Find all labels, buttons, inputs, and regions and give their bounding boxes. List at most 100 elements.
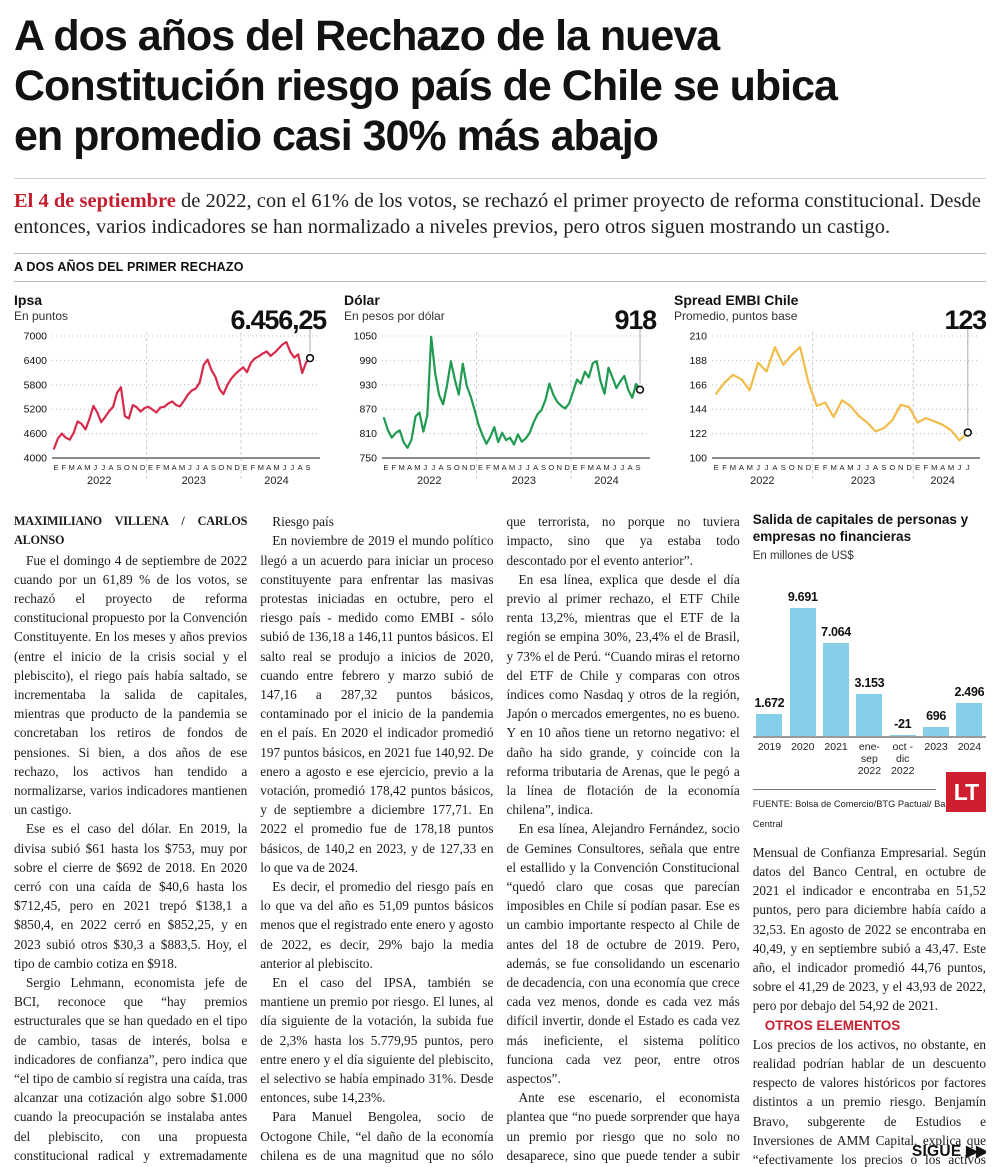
month-tick-label: J <box>431 463 435 472</box>
paragraph: Mensual de Confianza Empresarial. Según … <box>753 843 986 1016</box>
month-tick-label: M <box>399 463 405 472</box>
sigue-marker: SIGUE ▶▶ <box>912 1142 986 1161</box>
y-tick-label: 1050 <box>354 331 378 343</box>
month-tick-label: M <box>730 463 736 472</box>
month-tick-label: D <box>470 463 476 472</box>
standfirst: El 4 de septiembre de 2022, con el 61% d… <box>14 179 986 251</box>
headline-line-3: en promedio casi 30% más abajo <box>14 112 986 162</box>
month-tick-label: A <box>298 463 304 472</box>
month-tick-label: A <box>203 463 209 472</box>
year-label: 2023 <box>512 475 536 487</box>
month-tick-label: J <box>857 463 861 472</box>
data-line <box>54 342 310 449</box>
bar-value-label: 9.691 <box>788 588 818 607</box>
paragraph: En esa línea, Alejandro Fernández, socio… <box>507 819 740 1088</box>
month-tick-label: O <box>454 463 460 472</box>
month-tick-label: D <box>234 463 240 472</box>
month-tick-label: J <box>518 463 522 472</box>
month-tick-label: O <box>124 463 130 472</box>
month-tick-label: E <box>242 463 247 472</box>
source-row: LT FUENTE: Bolsa de Comercio/BTG Pactual… <box>753 789 986 833</box>
y-tick-label: 810 <box>359 428 377 440</box>
end-point-marker <box>637 386 644 393</box>
bar <box>856 694 882 736</box>
month-tick-label: D <box>906 463 912 472</box>
y-tick-label: 4000 <box>24 453 48 465</box>
month-tick-label: S <box>446 463 451 472</box>
ipsa-last-value: 6.456,25 <box>231 305 327 336</box>
bar-group: 2.496 <box>953 683 986 736</box>
month-tick-label: A <box>772 463 778 472</box>
month-tick-label: S <box>881 463 886 472</box>
year-label: 2023 <box>182 475 206 487</box>
y-tick-label: 750 <box>359 453 377 465</box>
bar-chart-subtitle: En millones de US$ <box>753 547 986 566</box>
month-tick-label: O <box>548 463 554 472</box>
y-tick-label: 122 <box>689 428 707 440</box>
y-tick-label: 6400 <box>24 355 48 367</box>
month-tick-label: J <box>196 463 200 472</box>
month-tick-label: A <box>407 463 413 472</box>
subhead-riesgo-pais: Riesgo país <box>260 512 493 531</box>
month-tick-label: J <box>93 463 97 472</box>
month-tick-label: N <box>227 463 232 472</box>
month-tick-label: E <box>383 463 388 472</box>
column-4: Salida de capitales de personas y empres… <box>753 512 986 1167</box>
month-tick-label: J <box>283 463 287 472</box>
y-tick-label: 990 <box>359 355 377 367</box>
month-tick-label: E <box>478 463 483 472</box>
column-3-paragraphs: En esa línea, explica que desde el día p… <box>507 570 740 1167</box>
month-tick-label: M <box>258 463 264 472</box>
bar-group: -21 <box>886 715 919 736</box>
source-divider <box>753 789 936 790</box>
month-tick-label: E <box>572 463 577 472</box>
paragraph: Sergio Lehmann, economista jefe de BCI, … <box>14 973 247 1167</box>
month-tick-label: S <box>116 463 121 472</box>
month-tick-label: A <box>940 463 946 472</box>
month-tick-label: F <box>823 463 828 472</box>
bar <box>923 727 949 736</box>
month-tick-label: A <box>439 463 445 472</box>
byline: MAXIMILIANO VILLENA / CARLOS ALONSO <box>14 512 247 550</box>
headline-line-1: A dos años del Rechazo de la nueva <box>14 12 986 62</box>
month-tick-label: A <box>628 463 634 472</box>
y-tick-label: 5200 <box>24 404 48 416</box>
bar <box>790 608 816 736</box>
bar <box>956 703 982 736</box>
month-tick-label: E <box>53 463 58 472</box>
month-tick-label: J <box>290 463 294 472</box>
data-line <box>384 337 640 448</box>
y-tick-label: 166 <box>689 379 707 391</box>
lt-logo: LT <box>946 772 986 812</box>
month-tick-label: J <box>765 463 769 472</box>
dolar-chart-title: Dólar <box>344 292 656 308</box>
paragraph: En esa línea, explica que desde el día p… <box>507 570 740 820</box>
month-tick-label: M <box>747 463 753 472</box>
month-tick-label: J <box>423 463 427 472</box>
bar-value-label: 696 <box>926 707 946 726</box>
y-tick-label: 210 <box>689 331 707 343</box>
headline-line-2: Constitución riesgo país de Chile se ubi… <box>14 62 986 112</box>
month-tick-label: O <box>789 463 795 472</box>
month-tick-label: F <box>722 463 727 472</box>
sigue-label: SIGUE <box>912 1143 962 1160</box>
kicker: A DOS AÑOS DEL PRIMER RECHAZO <box>14 260 986 274</box>
bar-group: 696 <box>919 707 952 736</box>
bar-group: 9.691 <box>786 588 819 736</box>
year-label: 2024 <box>930 475 954 487</box>
year-label: 2022 <box>750 475 774 487</box>
month-tick-label: A <box>172 463 178 472</box>
bar <box>756 714 782 736</box>
bar-group: 1.672 <box>753 694 786 736</box>
bar <box>823 643 849 736</box>
month-tick-label: A <box>502 463 508 472</box>
